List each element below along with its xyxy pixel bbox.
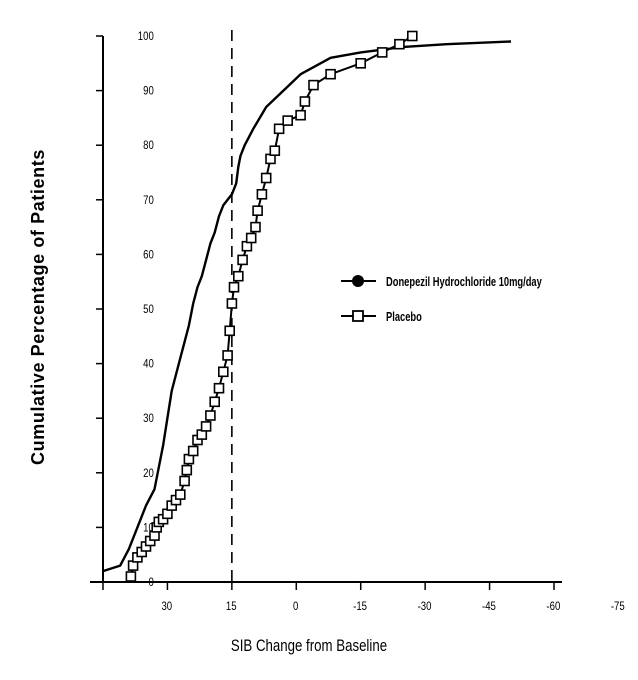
data-point-placebo xyxy=(226,298,238,309)
series-line-donepezil-hydrochloride-10mg-day xyxy=(102,40,512,573)
data-point-placebo xyxy=(282,115,294,126)
data-point-placebo xyxy=(233,270,244,282)
data-point-placebo xyxy=(273,123,285,135)
y-tick-label-30: 30 xyxy=(143,412,154,425)
y-tick-label-90: 90 xyxy=(143,85,154,98)
data-point-placebo xyxy=(256,189,268,200)
y-axis-title: Cumulative Percentage of Patients xyxy=(28,149,48,465)
axes xyxy=(90,36,562,583)
legend: Donepezil Hydrochloride 10mg/day Placebo xyxy=(341,275,542,324)
y-tick-label-50: 50 xyxy=(143,303,154,316)
data-point-placebo xyxy=(299,96,311,107)
series-layer xyxy=(102,30,512,582)
data-point-placebo xyxy=(250,221,261,233)
data-point-placebo xyxy=(213,382,225,394)
legend-marker-open-square xyxy=(352,310,364,322)
y-tick-label-80: 80 xyxy=(143,139,154,152)
x-tick-label--60: -60 xyxy=(546,600,560,613)
data-point-placebo xyxy=(308,79,319,91)
data-point-placebo xyxy=(260,172,272,184)
data-point-placebo xyxy=(179,475,190,487)
x-tick-label--75: -75 xyxy=(611,600,625,613)
x-ticks: 30 15 0 -15 -30 -45 -60 -75 xyxy=(102,582,625,613)
legend-label-donepezil: Donepezil Hydrochloride 10mg/day xyxy=(386,276,542,290)
x-tick-label-0: 0 xyxy=(293,600,298,613)
data-point-placebo xyxy=(209,396,220,408)
data-point-placebo xyxy=(224,325,235,337)
legend-marker-filled-circle xyxy=(352,275,364,287)
x-tick-label--45: -45 xyxy=(482,600,496,613)
y-tick-label-60: 60 xyxy=(143,248,154,261)
data-point-placebo xyxy=(222,350,233,361)
data-point-placebo xyxy=(228,281,240,293)
data-point-placebo xyxy=(181,464,193,476)
data-point-placebo xyxy=(394,38,405,50)
legend-label-placebo: Placebo xyxy=(386,311,422,325)
y-tick-label-10: 10 xyxy=(143,521,154,534)
x-tick-label-15: 15 xyxy=(226,600,237,613)
data-point-placebo xyxy=(187,445,199,457)
y-tick-label-0: 0 xyxy=(148,576,153,589)
data-point-placebo xyxy=(175,489,186,500)
data-point-placebo xyxy=(200,421,212,432)
data-point-placebo xyxy=(205,410,216,421)
x-tick-label--30: -30 xyxy=(418,600,432,613)
x-tick-label-30: 30 xyxy=(161,600,172,613)
data-point-placebo xyxy=(325,68,336,80)
x-axis-title: SIB Change from Baseline xyxy=(231,637,387,656)
y-tick-label-70: 70 xyxy=(143,194,154,207)
legend-entry-donepezil: Donepezil Hydrochloride 10mg/day xyxy=(341,275,542,289)
data-point-placebo xyxy=(218,366,229,378)
data-point-placebo xyxy=(245,232,257,244)
y-tick-label-40: 40 xyxy=(143,358,154,371)
data-point-placebo xyxy=(269,145,281,156)
data-point-placebo xyxy=(295,109,306,121)
y-tick-label-20: 20 xyxy=(143,467,154,480)
data-point-placebo xyxy=(406,30,418,42)
legend-entry-placebo: Placebo xyxy=(341,310,422,325)
data-point-placebo xyxy=(125,571,137,582)
x-tick-label--15: -15 xyxy=(353,600,367,613)
y-ticks: 0 10 20 30 40 50 60 70 80 90 100 xyxy=(96,30,154,589)
data-point-placebo xyxy=(376,47,388,58)
data-point-placebo xyxy=(252,205,263,216)
y-tick-label-100: 100 xyxy=(138,30,154,43)
data-point-placebo xyxy=(237,254,248,266)
data-point-placebo xyxy=(355,57,367,69)
